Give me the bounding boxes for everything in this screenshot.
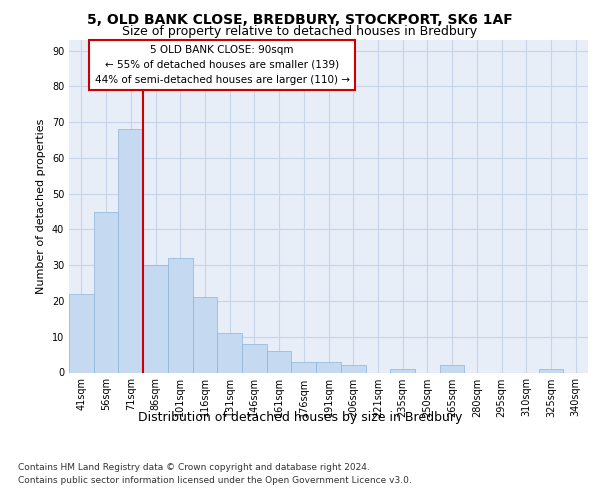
Bar: [292, 362, 316, 372]
Text: Distribution of detached houses by size in Bredbury: Distribution of detached houses by size …: [138, 411, 462, 424]
Bar: [118, 130, 143, 372]
Text: 5, OLD BANK CLOSE, BREDBURY, STOCKPORT, SK6 1AF: 5, OLD BANK CLOSE, BREDBURY, STOCKPORT, …: [87, 12, 513, 26]
Bar: [168, 258, 193, 372]
Text: 5 OLD BANK CLOSE: 90sqm
← 55% of detached houses are smaller (139)
44% of semi-d: 5 OLD BANK CLOSE: 90sqm ← 55% of detache…: [95, 45, 350, 84]
Text: Contains public sector information licensed under the Open Government Licence v3: Contains public sector information licen…: [18, 476, 412, 485]
Bar: [242, 344, 267, 372]
Bar: [193, 298, 217, 372]
Bar: [69, 294, 94, 372]
Text: Size of property relative to detached houses in Bredbury: Size of property relative to detached ho…: [122, 25, 478, 38]
Bar: [440, 366, 464, 372]
Bar: [267, 351, 292, 372]
Bar: [341, 366, 365, 372]
Bar: [94, 212, 118, 372]
Bar: [143, 265, 168, 372]
Bar: [316, 362, 341, 372]
Bar: [390, 369, 415, 372]
Y-axis label: Number of detached properties: Number of detached properties: [36, 118, 46, 294]
Bar: [539, 369, 563, 372]
Text: Contains HM Land Registry data © Crown copyright and database right 2024.: Contains HM Land Registry data © Crown c…: [18, 462, 370, 471]
Bar: [217, 333, 242, 372]
